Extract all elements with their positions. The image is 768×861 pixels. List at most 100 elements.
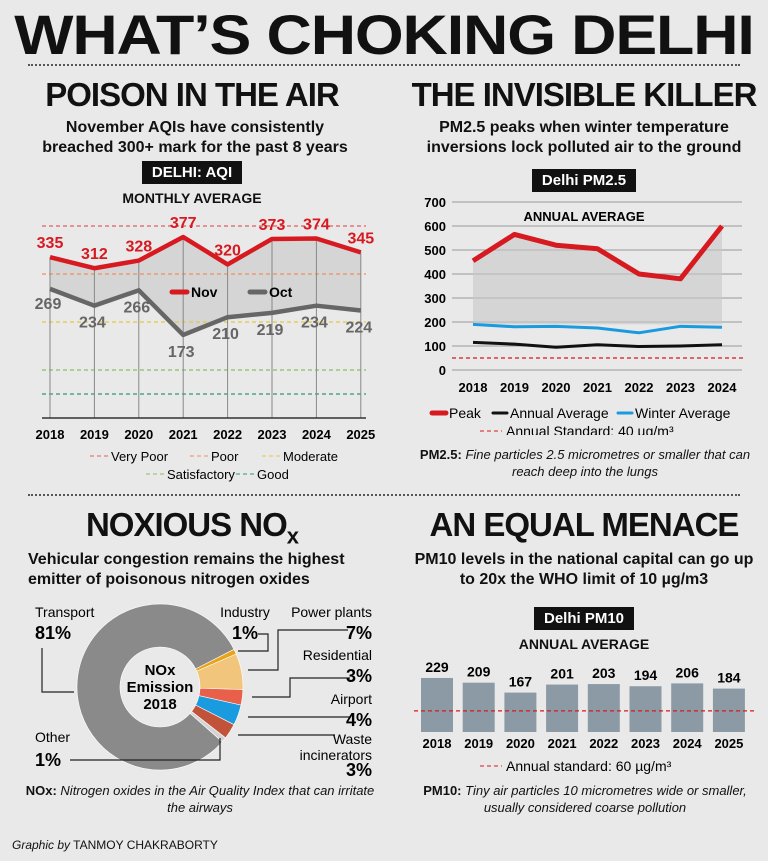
data-label: 201	[550, 666, 574, 682]
data-label: 167	[509, 674, 533, 690]
data-label: 234	[79, 315, 106, 332]
series-line	[471, 224, 724, 282]
bar	[462, 682, 495, 732]
pie-center-label: 2018	[143, 696, 176, 713]
badge-pm25: Delhi PM2.5	[531, 169, 637, 192]
data-label: 373	[259, 217, 286, 234]
credit-prefix: Graphic by	[12, 838, 71, 852]
legend-label: Good	[257, 467, 289, 482]
slice-label: Industry	[220, 604, 270, 620]
pie-center-label: NOx	[145, 662, 177, 679]
x-tick-label: 2018	[423, 736, 452, 751]
slice-percent: 3%	[346, 666, 372, 686]
slice-label: Waste	[333, 731, 372, 747]
title-text: NOXIOUS NO	[85, 506, 288, 543]
credit-author: TANMOY CHAKRABORTY	[73, 838, 218, 852]
legend-label: Nov	[191, 284, 218, 300]
note-text: Tiny air particles 10 micrometres wide o…	[465, 783, 747, 815]
pm25-chart: ANNUAL AVERAGE 0 100 200 300 400 500 600 700 2018…	[424, 195, 744, 435]
slice-label: Transport	[35, 604, 95, 620]
badge-aqi: DELHI: AQI	[141, 161, 243, 184]
data-label: 229	[425, 659, 449, 675]
subtitle-pm10: PM10 levels in the national capital can …	[414, 551, 754, 588]
x-tick-label: 2018	[36, 427, 65, 442]
data-label: 374	[303, 216, 330, 233]
data-label: 173	[168, 344, 195, 361]
x-tick-label: 2021	[169, 427, 198, 442]
data-label: 345	[347, 230, 374, 247]
slice-label: incinerators	[300, 747, 372, 763]
legend-label: Very Poor	[111, 449, 169, 464]
y-tick-label: 400	[424, 267, 446, 282]
note-text: Fine particles 2.5 micrometres or smalle…	[465, 447, 751, 479]
x-tick-label: 2025	[714, 736, 743, 751]
y-tick-label: 0	[439, 363, 446, 378]
legend-label: Peak	[449, 405, 482, 421]
slice-percent: 7%	[346, 623, 372, 643]
pm10-chart: 229 2018 209 2019 167 2020 201 2021 203 2022 194 20…	[414, 659, 756, 774]
y-tick-label: 600	[424, 219, 446, 234]
data-label: 234	[301, 315, 328, 332]
x-tick-label: 2024	[673, 736, 703, 751]
series-line-oct	[49, 286, 362, 338]
y-tick-label: 100	[424, 339, 446, 354]
area-under-peak	[473, 226, 722, 325]
note-term: PM10:	[423, 783, 462, 798]
x-tick-label: 2023	[258, 427, 287, 442]
chart-title-aqi: MONTHLY AVERAGE	[122, 190, 262, 206]
leader-line	[252, 677, 350, 698]
leader-line	[70, 738, 221, 761]
data-label: 224	[345, 319, 372, 336]
data-label: 377	[170, 215, 197, 232]
legend-label: Annual Average	[510, 405, 609, 421]
data-label: 210	[212, 326, 239, 343]
data-label: 269	[35, 296, 62, 313]
chart-title: ANNUAL AVERAGE	[523, 209, 644, 224]
pie-center-label: Emission	[127, 679, 194, 696]
badge-pm10: Delhi PM10	[533, 607, 635, 630]
note-text: Nitrogen oxides in the Air Quality Index…	[60, 783, 375, 815]
leader-line	[41, 648, 74, 693]
x-tick-label: 2023	[666, 380, 695, 395]
x-tick-label: 2019	[80, 427, 109, 442]
x-tick-label: 2023	[631, 736, 660, 751]
data-label: 312	[81, 246, 108, 263]
data-label: 219	[257, 322, 284, 339]
section-title-aqi: POISON IN THE AIR	[45, 76, 339, 113]
note-pm10: PM10: Tiny air particles 10 micrometres …	[410, 782, 760, 816]
data-label: 328	[125, 239, 152, 256]
divider	[28, 494, 740, 496]
section-title-pm10: AN EQUAL MENACE	[429, 506, 740, 543]
leader-line	[248, 629, 348, 671]
bar	[587, 684, 620, 732]
slice-percent: 4%	[346, 710, 372, 730]
credit: Graphic by TANMOY CHAKRABORTY	[12, 838, 218, 852]
slice-percent: 1%	[232, 623, 258, 643]
y-tick-label: 300	[424, 291, 446, 306]
slice-label: Airport	[331, 691, 372, 707]
data-label: 209	[467, 664, 491, 680]
divider	[28, 64, 740, 66]
note-pm25: PM2.5: Fine particles 2.5 micrometres or…	[405, 446, 765, 480]
data-label: 184	[717, 670, 741, 686]
x-tick-label: 2019	[464, 736, 493, 751]
bar	[629, 686, 662, 732]
series-line	[472, 322, 723, 335]
note-nox: NOx: Nitrogen oxides in the Air Quality …	[20, 782, 380, 816]
section-title-nox: NOXIOUS NOx	[0, 506, 384, 550]
aqi-chart: 2018 2019 2020 2021 2022 2023 2024 2025 335 312 32…	[35, 215, 376, 482]
x-tick-label: 2020	[542, 380, 571, 395]
bar	[671, 683, 704, 732]
legend-label: Oct	[269, 284, 293, 300]
title-subscript: x	[286, 523, 299, 549]
legend-label: Moderate	[283, 449, 338, 464]
x-tick-label: 2020	[124, 427, 153, 442]
y-tick-label: 500	[424, 243, 446, 258]
y-tick-label: 200	[424, 315, 446, 330]
legend-label: Winter Average	[635, 405, 731, 421]
x-tick-label: 2022	[589, 736, 618, 751]
bar	[421, 677, 453, 732]
slice-percent: 3%	[346, 760, 372, 780]
data-label: 203	[592, 665, 616, 681]
